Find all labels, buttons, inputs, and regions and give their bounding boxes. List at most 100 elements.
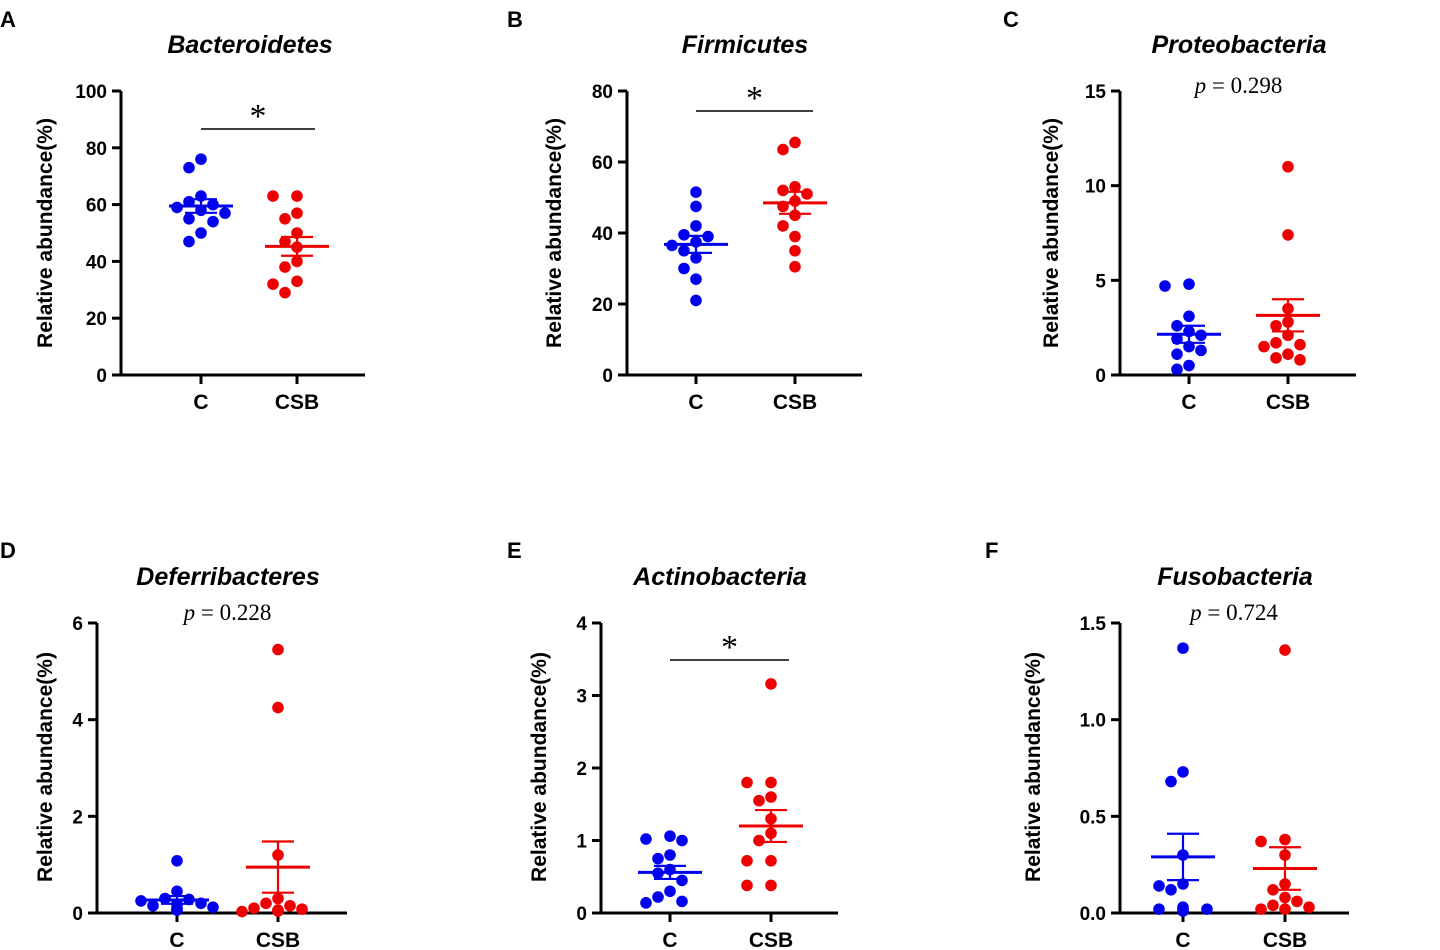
data-point (690, 186, 702, 198)
data-point (664, 830, 676, 842)
series-c (664, 186, 728, 307)
data-point (236, 905, 248, 918)
p-value-symbol: p (182, 600, 196, 625)
series-csb (739, 678, 803, 892)
data-point (1177, 642, 1189, 654)
data-point (1165, 884, 1177, 896)
data-point (1195, 344, 1207, 357)
data-point (652, 852, 664, 865)
data-point (676, 874, 688, 887)
data-point (1255, 903, 1267, 915)
y-tick-label: 0 (1095, 366, 1106, 387)
data-point (1171, 348, 1183, 360)
data-point (1267, 899, 1279, 912)
data-point (789, 136, 801, 149)
data-point (777, 184, 789, 197)
data-point (1171, 363, 1183, 376)
data-point (801, 188, 813, 200)
data-point (690, 273, 702, 285)
panel-label: F (985, 538, 998, 563)
panel-label: D (0, 538, 16, 563)
data-point (1159, 280, 1171, 292)
data-point (690, 220, 702, 232)
data-point (183, 213, 195, 225)
panel-title: Deferribacteres (136, 563, 320, 591)
y-tick-label: 2 (72, 807, 83, 828)
data-point (1183, 310, 1195, 323)
data-point (291, 207, 303, 219)
p-value-label: p = 0.724 (1188, 600, 1278, 625)
data-point (789, 209, 801, 222)
data-point (135, 895, 147, 907)
y-tick-label: 10 (1085, 177, 1106, 198)
data-point (640, 833, 652, 845)
panel-a: A Bacteroidetes Relative abundance(%) 0 20 40… (0, 7, 365, 414)
data-point (207, 901, 219, 913)
data-point (279, 261, 291, 273)
y-tick-label: 40 (592, 224, 613, 245)
data-point (765, 855, 777, 867)
data-point (765, 791, 777, 803)
data-point (291, 275, 303, 288)
series-c (169, 153, 233, 248)
data-point (207, 215, 219, 228)
data-point (678, 244, 690, 257)
x-tick-label: CSB (256, 929, 300, 950)
y-tick-label: 4 (72, 711, 83, 732)
data-point (765, 678, 777, 690)
data-point (1303, 901, 1315, 913)
data-point (171, 885, 183, 898)
x-tick-label: C (193, 391, 208, 414)
y-tick-label: 100 (75, 82, 107, 103)
data-point (753, 794, 765, 807)
y-axis-label: Relative abundance(%) (1022, 652, 1045, 882)
panel-d: D Deferribacteres Relative abundance(%) 0 2 4… (0, 538, 347, 950)
data-point (279, 235, 291, 248)
panel-b: B Firmicutes Relative abundance(%) 0 20 40 60 8… (507, 7, 862, 414)
data-point (676, 834, 688, 847)
data-point (678, 262, 690, 275)
significance-marker: * (746, 80, 763, 117)
series-c (1151, 642, 1215, 917)
p-value-text: = 0.298 (1206, 73, 1282, 98)
y-axis-label: Relative abundance(%) (34, 118, 57, 348)
data-point (147, 899, 159, 912)
data-point (183, 161, 195, 174)
data-point (640, 897, 652, 909)
panel-c: C Proteobacteria Relative abundance(%) 0 5 10… (1003, 7, 1356, 414)
data-point (741, 855, 753, 867)
series-csb (1256, 160, 1320, 366)
x-tick-label: CSB (275, 391, 319, 414)
panel-f: F Fusobacteria Relative abundance(%) 0.0 0.5… (985, 538, 1349, 950)
p-value-label: p = 0.298 (1193, 73, 1283, 98)
data-point (1294, 354, 1306, 366)
y-tick-label: 60 (86, 196, 107, 217)
data-point (741, 776, 753, 789)
data-point (1279, 644, 1291, 656)
panel-title: Firmicutes (682, 31, 809, 59)
y-tick-label: 80 (592, 82, 613, 103)
panel-title: Actinobacteria (632, 563, 807, 591)
panel-label: E (507, 538, 522, 563)
data-point (1183, 359, 1195, 372)
data-point (272, 892, 284, 905)
p-value-symbol: p (1188, 600, 1202, 625)
data-point (664, 849, 676, 861)
p-value-label: p = 0.228 (182, 600, 272, 625)
data-point (267, 278, 279, 290)
data-point (1258, 340, 1270, 353)
y-tick-label: 20 (86, 309, 107, 330)
data-point (260, 897, 272, 910)
data-point (676, 895, 688, 908)
panel-title: Fusobacteria (1157, 563, 1313, 591)
data-point (664, 885, 676, 898)
x-tick-label: CSB (1266, 391, 1310, 414)
y-tick-label: 0 (602, 366, 613, 387)
x-tick-label: C (1181, 391, 1196, 414)
series-c (135, 855, 219, 916)
data-point (1291, 895, 1303, 908)
y-axis-label: Relative abundance(%) (543, 118, 566, 348)
y-tick-label: 5 (1095, 271, 1106, 292)
series-csb (265, 190, 329, 299)
